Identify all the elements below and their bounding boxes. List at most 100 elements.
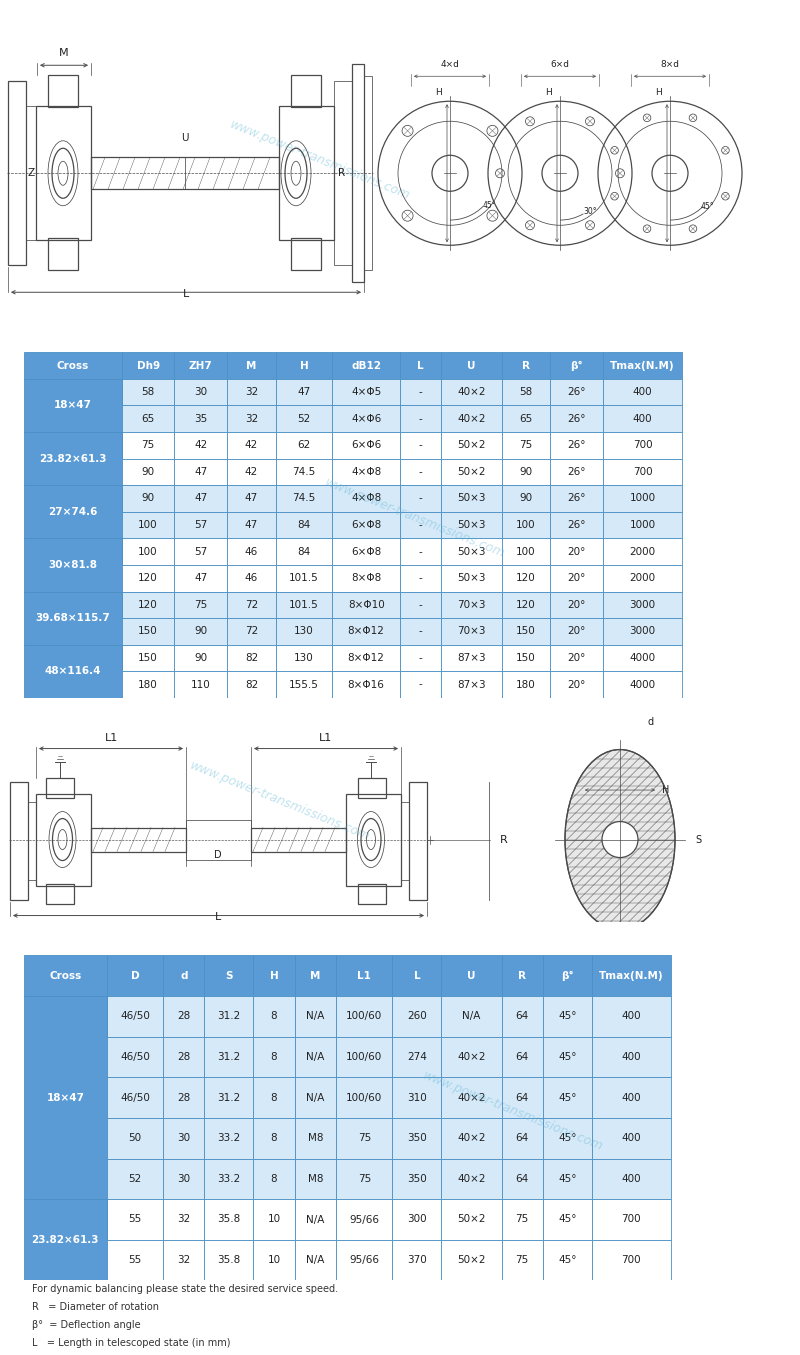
Bar — [186, 820, 251, 859]
Bar — [294, 955, 336, 996]
Bar — [332, 379, 400, 405]
Text: M: M — [310, 970, 321, 981]
Text: 45°: 45° — [558, 1255, 577, 1266]
Bar — [400, 671, 442, 698]
Text: 120: 120 — [138, 573, 158, 583]
Text: www.power-transmissions.com: www.power-transmissions.com — [421, 1069, 605, 1153]
Text: 58: 58 — [519, 388, 533, 397]
Text: 47: 47 — [298, 388, 310, 397]
Bar — [603, 379, 682, 405]
Bar — [122, 618, 174, 645]
Bar — [603, 538, 682, 565]
Bar — [46, 778, 74, 798]
Bar — [106, 1240, 163, 1280]
Bar — [227, 379, 276, 405]
Bar — [227, 671, 276, 698]
Bar — [400, 458, 442, 485]
Bar — [48, 238, 78, 270]
Bar — [336, 955, 393, 996]
Bar — [254, 996, 294, 1037]
Text: 75: 75 — [358, 1173, 371, 1184]
Bar — [276, 352, 332, 379]
Text: 35: 35 — [194, 413, 207, 424]
Text: 40×2: 40×2 — [457, 1051, 486, 1062]
Bar — [163, 1199, 205, 1240]
Bar — [442, 538, 502, 565]
Text: 350: 350 — [407, 1173, 426, 1184]
Text: 1000: 1000 — [630, 520, 655, 530]
Text: H: H — [434, 88, 442, 98]
Text: 28: 28 — [177, 1092, 190, 1103]
Text: Cross: Cross — [50, 970, 82, 981]
Text: N/A: N/A — [306, 1051, 325, 1062]
Text: 300: 300 — [407, 1214, 426, 1225]
Text: 8: 8 — [270, 1092, 278, 1103]
Text: 3000: 3000 — [630, 600, 655, 610]
Text: 26°: 26° — [567, 413, 586, 424]
Text: 6×d: 6×d — [550, 60, 570, 69]
Bar — [502, 1118, 543, 1159]
Bar — [550, 485, 603, 512]
Bar — [122, 405, 174, 432]
Text: Tmax(N.M): Tmax(N.M) — [610, 360, 675, 370]
Bar — [502, 379, 550, 405]
Text: 70×3: 70×3 — [457, 626, 486, 637]
Bar — [592, 955, 670, 996]
Text: 350: 350 — [407, 1133, 426, 1144]
Text: 26°: 26° — [567, 388, 586, 397]
Text: -: - — [419, 493, 422, 504]
Bar — [393, 1037, 442, 1077]
Text: 90: 90 — [194, 626, 207, 637]
Text: 120: 120 — [138, 600, 158, 610]
Bar — [205, 955, 254, 996]
Bar — [442, 405, 502, 432]
Text: 20°: 20° — [567, 626, 586, 637]
Bar — [276, 432, 332, 458]
Bar — [122, 512, 174, 538]
Text: 20°: 20° — [567, 600, 586, 610]
Bar — [502, 671, 550, 698]
Text: 64: 64 — [515, 1011, 529, 1022]
Bar — [294, 1159, 336, 1199]
Text: 400: 400 — [633, 413, 652, 424]
Text: 30: 30 — [178, 1173, 190, 1184]
Bar — [400, 405, 442, 432]
Text: 75: 75 — [515, 1214, 529, 1225]
Text: 45°: 45° — [558, 1173, 577, 1184]
Text: H: H — [300, 360, 309, 370]
Text: 100: 100 — [516, 546, 536, 557]
Text: 400: 400 — [622, 1051, 641, 1062]
Text: L1: L1 — [104, 733, 118, 743]
Bar — [174, 485, 227, 512]
Bar — [227, 592, 276, 618]
Bar — [24, 645, 122, 698]
Bar — [24, 485, 122, 538]
Text: -: - — [419, 388, 422, 397]
Text: -: - — [419, 653, 422, 663]
Text: U: U — [467, 970, 476, 981]
Bar — [174, 432, 227, 458]
Text: 8×Φ12: 8×Φ12 — [348, 626, 385, 637]
Text: β°  = Deflection angle: β° = Deflection angle — [31, 1320, 140, 1331]
Bar — [174, 405, 227, 432]
Bar — [24, 955, 106, 996]
Circle shape — [602, 821, 638, 858]
Bar — [442, 1037, 502, 1077]
Bar — [442, 379, 502, 405]
Bar — [174, 379, 227, 405]
Text: 74.5: 74.5 — [293, 467, 316, 477]
Text: 45°: 45° — [558, 1051, 577, 1062]
Bar — [163, 1240, 205, 1280]
Text: 27×74.6: 27×74.6 — [48, 507, 98, 516]
Text: 100/60: 100/60 — [346, 1051, 382, 1062]
Bar — [442, 1118, 502, 1159]
Bar — [543, 1159, 592, 1199]
Bar — [400, 592, 442, 618]
Text: L1: L1 — [358, 970, 371, 981]
Text: 40×2: 40×2 — [457, 1092, 486, 1103]
Bar — [227, 432, 276, 458]
Text: 64: 64 — [515, 1092, 529, 1103]
Text: 45°: 45° — [558, 1011, 577, 1022]
Text: 35.8: 35.8 — [218, 1214, 241, 1225]
Text: 32: 32 — [177, 1214, 190, 1225]
